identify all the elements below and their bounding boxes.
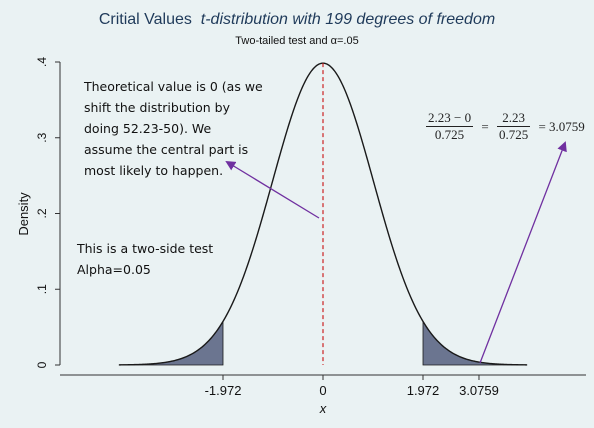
x-ticks: -1.972 0 1.972 3.0759 — [205, 375, 499, 398]
x-tick-label: 3.0759 — [459, 383, 499, 398]
test-note-line: This is a two-side test — [77, 241, 214, 256]
annotation-center-note: Theoretical value is 0 (as we shift the … — [84, 76, 263, 181]
y-ticks: 0 .1 .2 .3 .4 — [35, 57, 60, 368]
test-statistic-formula: 2.23 − 0 0.725 = 2.23 0.725 = 3.0759 — [426, 110, 590, 143]
test-note-line: Alpha=0.05 — [77, 262, 151, 277]
chart-title-text: Critial Values — [98, 11, 192, 28]
y-axis-label: Density — [16, 192, 31, 236]
x-tick-label: 0 — [319, 383, 326, 398]
y-tick-label: .4 — [35, 57, 49, 67]
formula-denominator-1: 0.725 — [434, 127, 465, 142]
chart-title: Critial Values t-distribution with 199 d… — [0, 11, 594, 29]
formula-equals: = — [481, 118, 489, 134]
arrow-to-formula — [479, 141, 567, 364]
formula-fraction-2: 2.23 0.725 — [496, 110, 531, 143]
center-note-line: doing 52.23-50). We — [84, 121, 212, 136]
y-tick-label: .1 — [35, 284, 49, 294]
formula-fraction-1: 2.23 − 0 0.725 — [426, 110, 474, 143]
arrow-to-center-note — [225, 160, 320, 219]
annotation-test-note: This is a two-side test Alpha=0.05 — [77, 238, 213, 280]
formula-numerator-1: 2.23 − 0 — [426, 110, 474, 127]
chart-subtitle: Two-tailed test and α=.05 — [235, 35, 359, 47]
right-rejection-region — [422, 319, 528, 366]
chart-title-italic: t-distribution with 199 degrees of freed… — [200, 11, 496, 28]
left-rejection-region — [118, 319, 224, 366]
x-tick-label: -1.972 — [205, 383, 242, 398]
y-tick-label: 0 — [35, 361, 49, 368]
formula-result: = 3.0759 — [538, 118, 585, 134]
y-tick-label: .2 — [35, 208, 49, 218]
density-curve — [119, 62, 527, 366]
center-note-line: assume the central part is — [84, 142, 249, 157]
center-note-line: shift the distribution by — [84, 100, 230, 115]
x-axis-label: x — [319, 401, 327, 416]
y-tick-label: .3 — [35, 132, 49, 142]
formula-denominator-2: 0.725 — [498, 127, 529, 142]
center-note-line: most likely to happen. — [84, 163, 224, 178]
x-tick-label: 1.972 — [407, 383, 440, 398]
formula-numerator-2: 2.23 — [496, 110, 531, 127]
center-note-line: Theoretical value is 0 (as we — [84, 79, 263, 94]
